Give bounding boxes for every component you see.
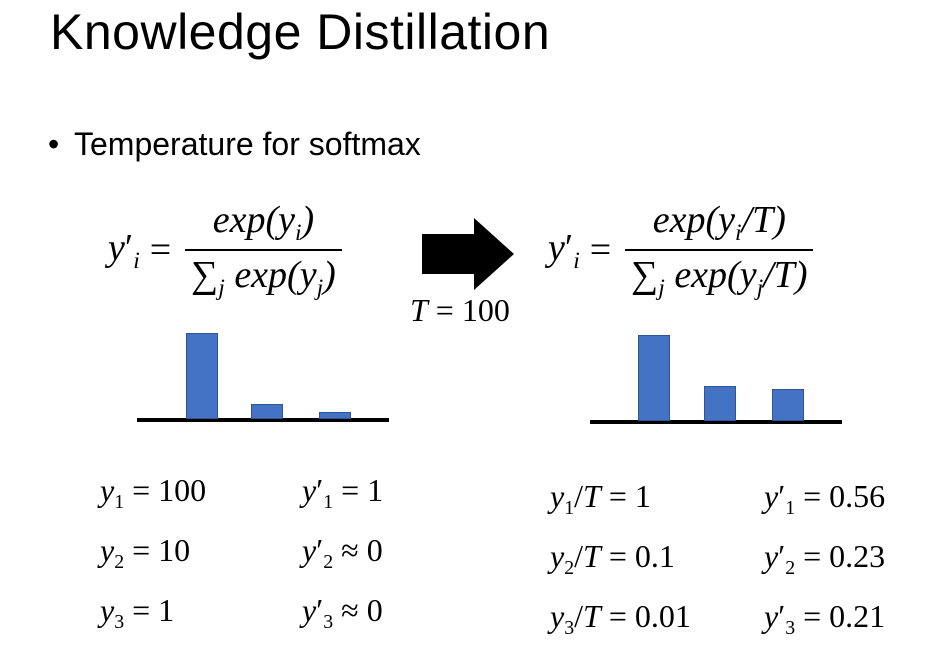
- right-denominator: ∑j exp(yj/T): [625, 249, 814, 302]
- left-formula-lhs: y′i: [108, 226, 140, 274]
- left-y2: y2 = 10: [100, 532, 191, 573]
- right-y1: y1/T = 1: [550, 478, 651, 519]
- right-formula-lhs: y′i: [548, 226, 580, 274]
- right-p1: y′1 = 0.56: [764, 478, 886, 519]
- left-bar-2: [251, 404, 283, 419]
- left-y3: y3 = 1: [100, 592, 175, 633]
- right-arrow-icon: [422, 218, 514, 290]
- left-bar-1: [186, 333, 218, 419]
- left-y1: y1 = 100: [100, 472, 207, 513]
- right-p2: y′2 = 0.23: [764, 538, 886, 579]
- right-bar-1: [638, 335, 670, 421]
- right-bar-3: [772, 389, 804, 421]
- right-softmax-formula: y′i = exp(yi/T) ∑j exp(yj/T): [548, 198, 814, 302]
- left-numerator: exp(yi): [212, 199, 315, 247]
- bullet-item: • Temperature for softmax: [48, 124, 421, 164]
- right-numerator: exp(yi/T): [652, 199, 786, 247]
- left-fraction: exp(yi) ∑j exp(yj): [185, 198, 342, 302]
- left-softmax-formula: y′i = exp(yi) ∑j exp(yj): [108, 198, 342, 302]
- right-p3: y′3 = 0.21: [764, 598, 886, 639]
- left-p3: y′3 ≈ 0: [302, 592, 383, 633]
- left-chart-baseline: [137, 418, 389, 422]
- left-bar-3: [319, 412, 351, 419]
- right-fraction: exp(yi/T) ∑j exp(yj/T): [625, 198, 814, 302]
- bullet-dot: •: [48, 126, 60, 162]
- right-bar-2: [704, 386, 736, 421]
- temperature-label: T = 100: [410, 292, 510, 328]
- bullet-text: Temperature for softmax: [74, 126, 421, 162]
- right-y2: y2/T = 0.1: [550, 538, 675, 579]
- equals-sign: =: [589, 229, 612, 272]
- equals-sign: =: [149, 229, 172, 272]
- slide-title: Knowledge Distillation: [50, 4, 551, 60]
- left-p2: y′2 ≈ 0: [302, 532, 383, 573]
- right-chart-baseline: [590, 420, 842, 424]
- right-y3: y3/T = 0.01: [550, 598, 691, 639]
- left-denominator: ∑j exp(yj): [185, 249, 342, 302]
- left-p1: y′1 = 1: [302, 472, 384, 513]
